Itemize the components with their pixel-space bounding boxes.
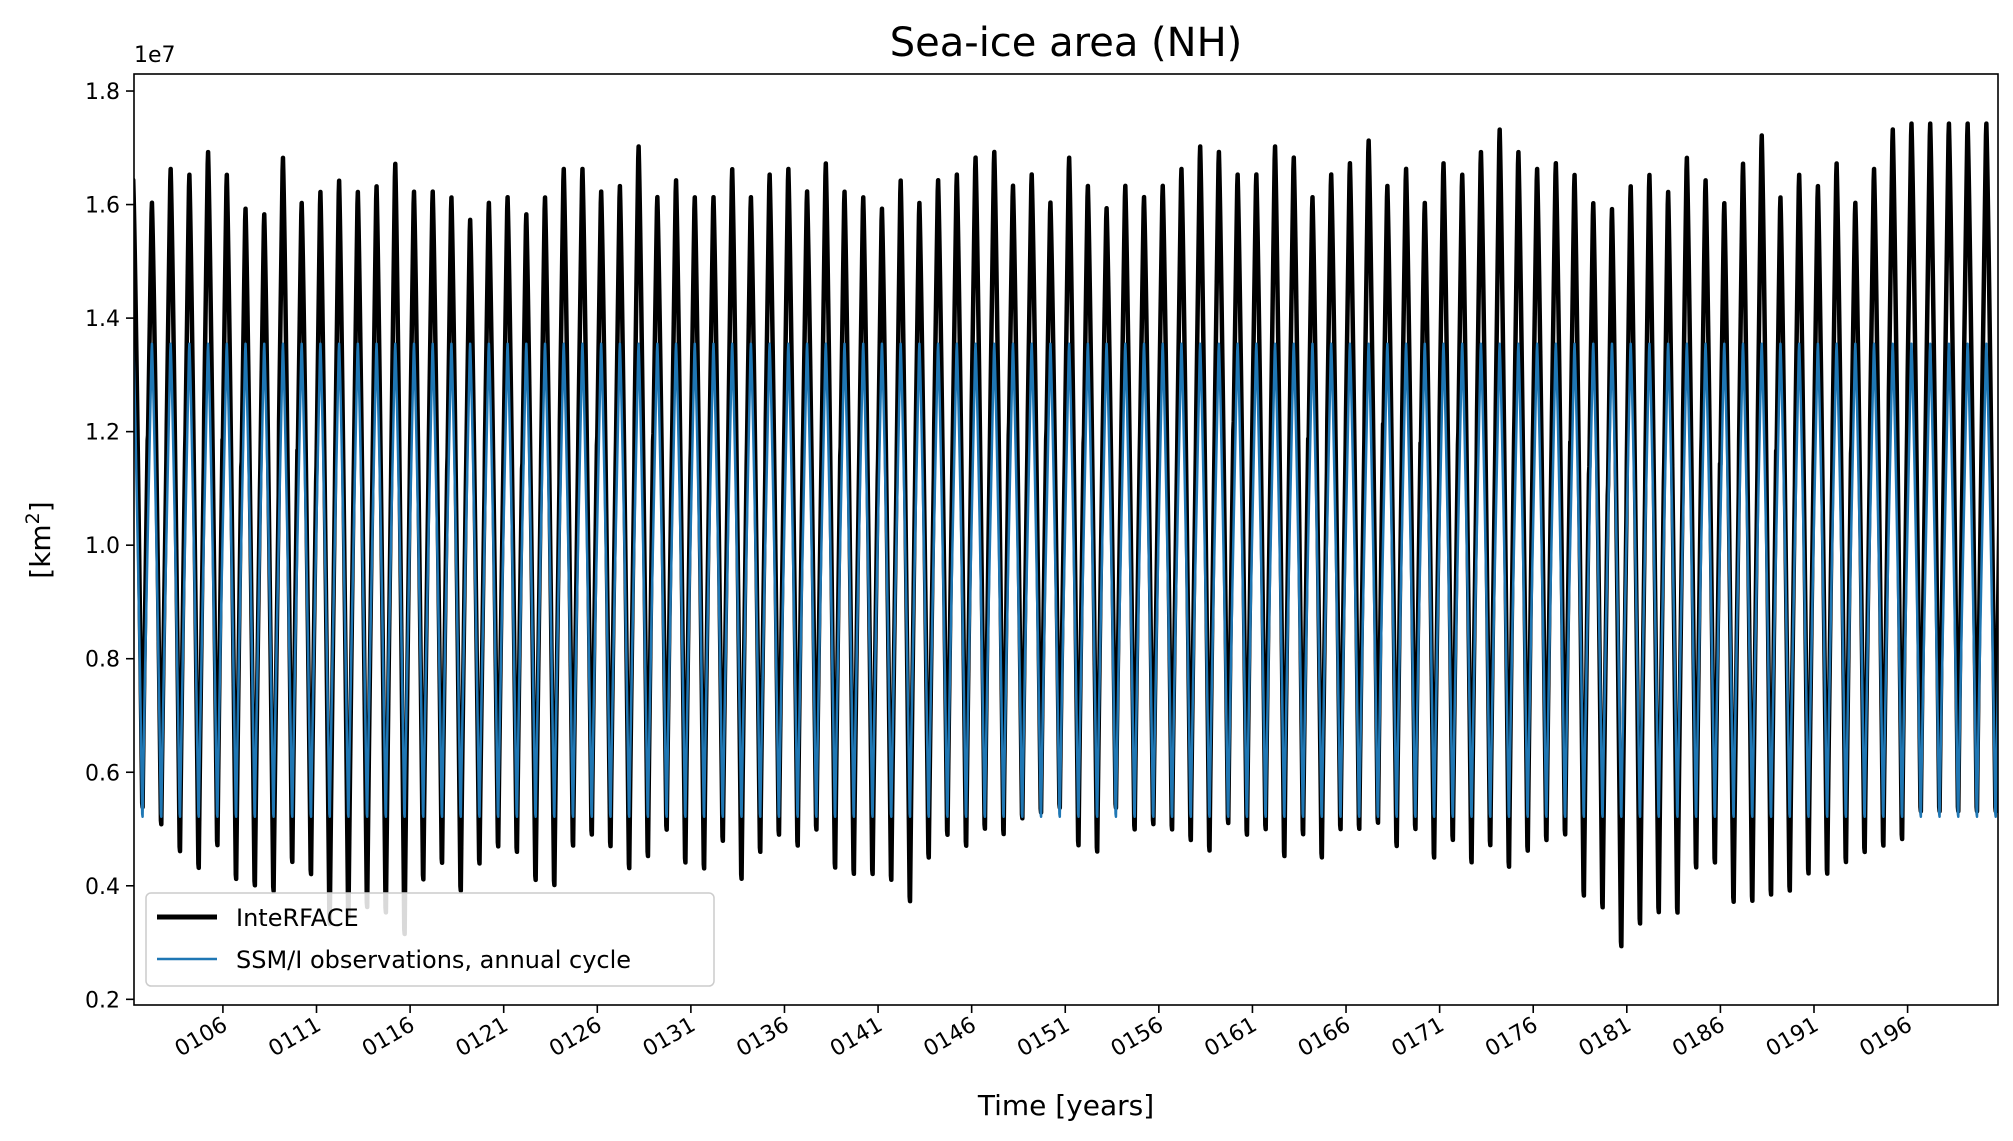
legend: InteRFACE SSM/I observations, annual cyc… (145, 892, 715, 987)
y-tick-label: 0.2 (85, 988, 120, 1013)
legend-box (145, 892, 715, 987)
y-tick-label: 1.4 (85, 307, 120, 332)
chart-title: Sea-ice area (NH) (890, 20, 1243, 66)
series-line-ssmi-observations (134, 342, 1998, 819)
y-tick-label: 0.4 (85, 875, 120, 900)
y-tick-label: 1.6 (85, 194, 120, 219)
y-tick-label: 1.2 (85, 421, 120, 446)
y-axis-title: [km2] (22, 501, 57, 578)
y-tick-label: 1.8 (85, 80, 120, 105)
y-tick-label: 0.6 (85, 761, 120, 786)
y-axis-title-superscript: 2 (22, 512, 44, 524)
series-layer (134, 121, 1998, 949)
y-offset-label: 1e7 (134, 43, 176, 68)
y-tick-label: 0.8 (85, 648, 120, 673)
series-line-interface (134, 121, 1998, 949)
y-axis-title-close: ] (24, 501, 57, 512)
legend-label-ssmi-observations: SSM/I observations, annual cycle (236, 946, 631, 974)
y-axis-title-base: [km (24, 524, 57, 578)
y-tick-label: 1.0 (85, 534, 120, 559)
y-axis: 0.2 0.4 0.6 0.8 1.0 1.2 1.4 1.6 1.8 (85, 80, 134, 1013)
x-axis-title: Time [years] (977, 1089, 1154, 1122)
legend-label-interface: InteRFACE (236, 904, 359, 932)
